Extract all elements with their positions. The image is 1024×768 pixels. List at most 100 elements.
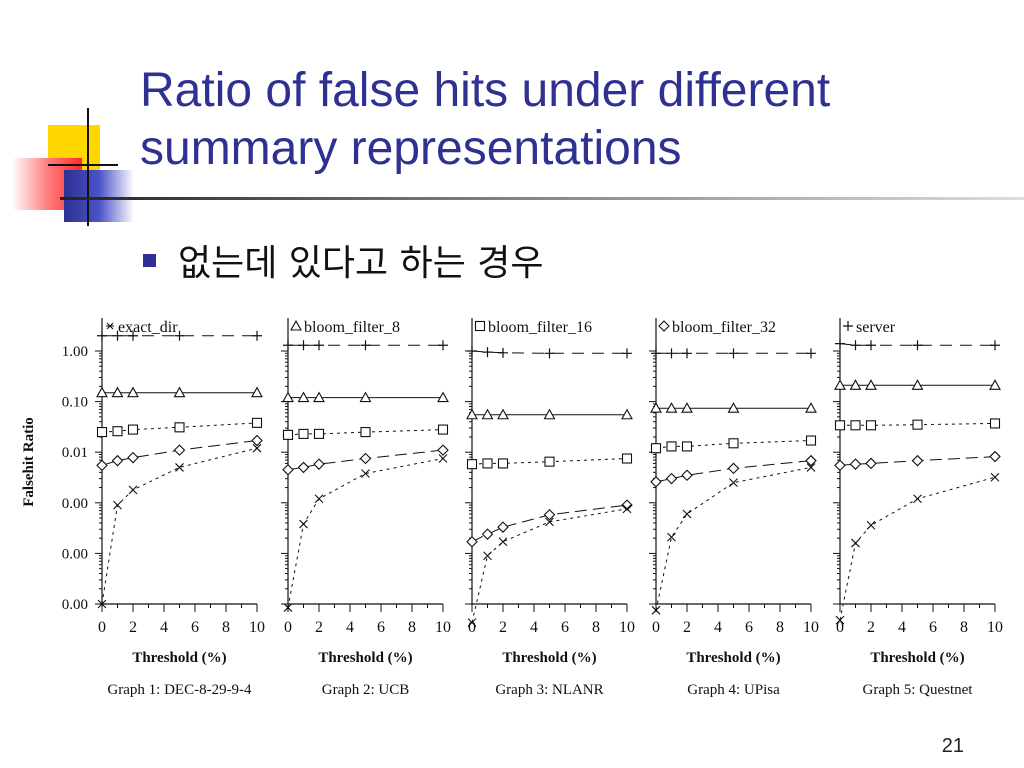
slide-title: Ratio of false hits under different summ…: [140, 62, 1000, 178]
plus-marker: [128, 330, 138, 341]
plus-marker: [666, 348, 677, 359]
triangle-marker: [834, 379, 846, 390]
diamond-marker: [313, 458, 325, 470]
triangle-marker: [313, 391, 325, 403]
plus-marker: [283, 340, 293, 351]
diamond-marker: [173, 444, 186, 456]
diamond-marker: [658, 320, 670, 332]
square-marker: [482, 458, 493, 469]
square-marker: [313, 428, 325, 439]
triangle-marker: [805, 402, 817, 413]
y-tick-label: 0.00: [62, 597, 88, 613]
graph-panel-4: 0 2 4 6 8 10 Threshold (%) Graph 4: UPisa bloom_…: [649, 318, 819, 698]
x-tick-label: 4: [898, 619, 906, 636]
plus-marker: [467, 346, 477, 356]
series-line-exact_dir: [101, 447, 258, 605]
page-number: 21: [941, 735, 964, 757]
x-tick-label: 0: [836, 619, 844, 636]
diamond-marker: [621, 499, 633, 511]
x-tick-label: 2: [683, 619, 691, 636]
y-tick-label: 0.01: [62, 445, 88, 461]
x-axis-label: Threshold (%): [870, 650, 964, 666]
plus-marker: [112, 330, 123, 341]
triangle-marker: [681, 402, 693, 413]
x-tick-label: 0: [652, 619, 660, 636]
x-marker: [299, 519, 308, 529]
plus-marker: [850, 340, 861, 351]
x-tick-label: 6: [561, 619, 569, 636]
plus-marker: [298, 340, 309, 351]
triangle-marker: [911, 379, 924, 390]
x-marker: [361, 469, 370, 478]
diamond-marker: [665, 472, 678, 485]
square-marker: [437, 424, 449, 435]
square-marker: [912, 419, 923, 430]
legend-label: exact_dir: [118, 319, 178, 336]
square-marker: [650, 443, 662, 454]
asterisk-marker: [106, 322, 114, 330]
y-tick-label: 1.00: [62, 344, 88, 360]
x-tick-label: 10: [619, 619, 635, 636]
square-marker: [251, 417, 263, 428]
triangle-marker: [481, 408, 494, 420]
series-line-exact_dir: [655, 466, 812, 611]
legend-label: server: [856, 319, 896, 336]
x-marker: [651, 605, 661, 615]
x-tick-label: 4: [714, 619, 722, 636]
triangle-marker: [650, 402, 662, 413]
square-marker: [474, 320, 486, 332]
x-tick-label: 2: [867, 619, 875, 636]
x-marker: [545, 517, 554, 527]
series-line-exact_dir: [839, 476, 996, 621]
legend-label: bloom_filter_32: [672, 319, 776, 336]
x-axis-label: Threshold (%): [502, 650, 596, 666]
graph-panel-1: 0 2 4 6 8 10 Threshold (%) Graph 1: DEC-8-29-9-…: [95, 318, 265, 698]
triangle-marker: [282, 391, 294, 403]
triangle-marker: [111, 386, 124, 398]
diamond-marker: [282, 463, 294, 476]
square-marker: [497, 458, 509, 469]
series-line-exact_dir: [287, 458, 444, 608]
square-marker: [989, 418, 1001, 429]
diamond-marker: [127, 451, 139, 464]
diamond-marker: [111, 454, 124, 467]
series-line-bloom_filter_32: [101, 440, 258, 466]
x-tick-label: 10: [987, 619, 1003, 636]
plus-marker: [912, 340, 923, 351]
diamond-marker: [834, 459, 846, 472]
x-tick-label: 0: [284, 619, 292, 636]
y-tick-label: 0.00: [62, 546, 88, 562]
square-marker: [466, 459, 478, 470]
diamond-marker: [497, 521, 509, 533]
plus-marker: [498, 347, 508, 358]
plus-marker: [990, 340, 1000, 351]
x-tick-label: 2: [499, 619, 507, 636]
diamond-marker: [466, 535, 478, 548]
graph-caption: Graph 2: UCB: [322, 682, 410, 698]
x-tick-label: 8: [592, 619, 600, 636]
triangle-marker: [849, 379, 862, 390]
square-marker: [850, 420, 861, 431]
triangle-marker: [497, 408, 509, 420]
triangle-marker: [359, 391, 372, 403]
x-marker: [913, 494, 922, 504]
graph-caption: Graph 3: NLANR: [495, 682, 603, 698]
x-tick-label: 4: [160, 619, 168, 636]
x-axis-label: Threshold (%): [132, 650, 226, 666]
x-axis-label: Threshold (%): [318, 650, 412, 666]
x-tick-label: 6: [191, 619, 199, 636]
plus-marker: [622, 348, 632, 359]
plus-marker: [682, 348, 692, 359]
triangle-marker: [621, 408, 633, 420]
plus-marker: [728, 348, 739, 359]
x-marker: [113, 500, 122, 510]
plus-marker: [97, 330, 107, 341]
x-tick-label: 8: [408, 619, 416, 636]
diamond-marker: [911, 454, 924, 467]
x-marker: [682, 509, 692, 519]
triangle-marker: [96, 386, 108, 398]
plus-marker: [360, 340, 371, 351]
diamond-marker: [865, 457, 877, 470]
x-marker: [851, 538, 860, 548]
x-marker: [252, 443, 262, 453]
